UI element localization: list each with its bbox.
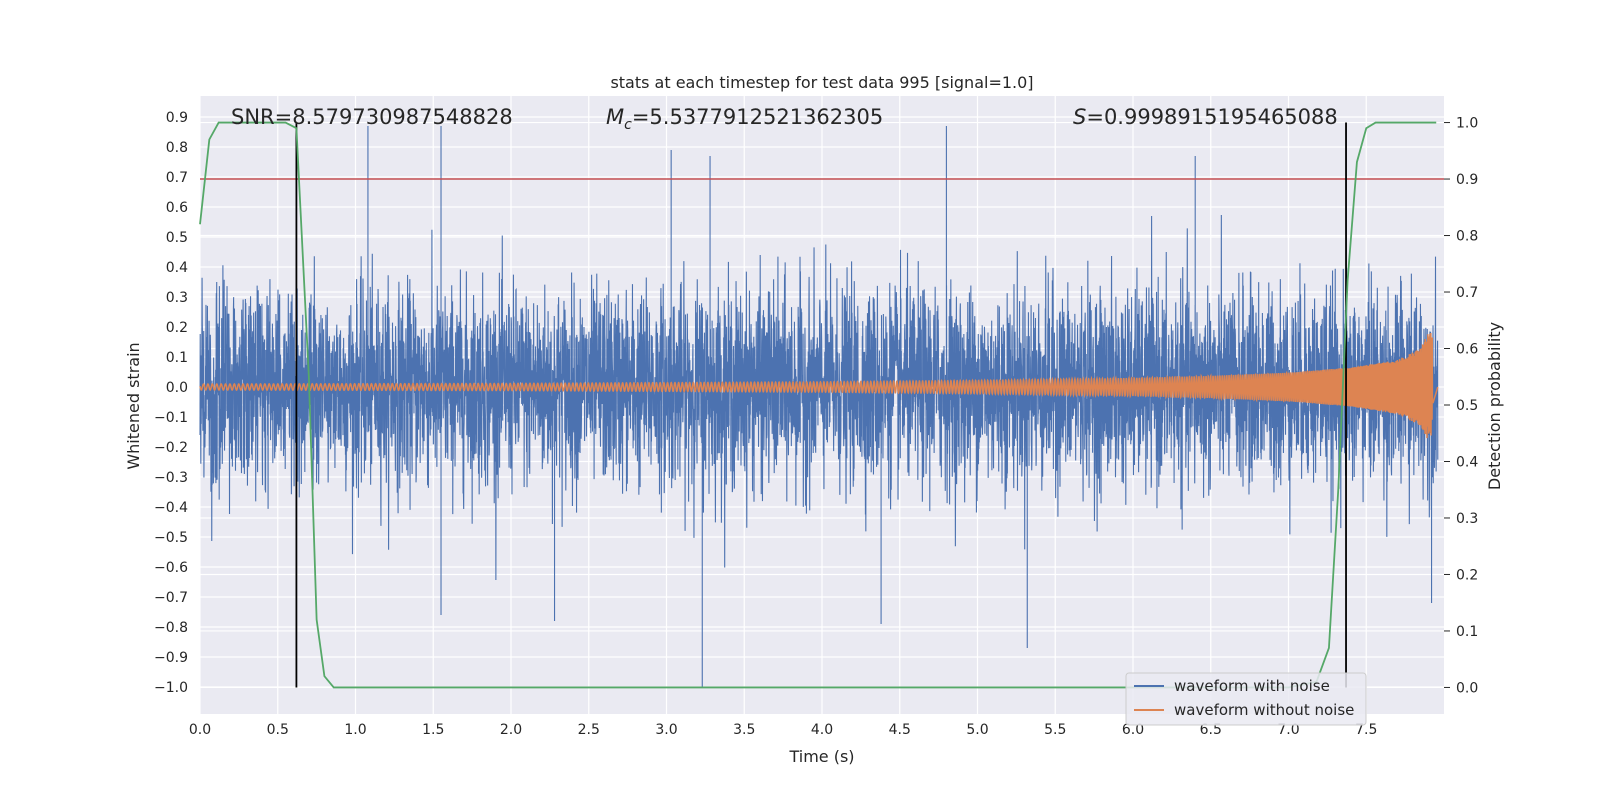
y2-tick-label: 0.7 xyxy=(1456,285,1478,301)
x-tick-label: 6.5 xyxy=(1200,722,1222,738)
annotation-significance-symbol: S xyxy=(1073,105,1086,129)
y-tick-label: 0.2 xyxy=(166,320,188,336)
y-tick-label: 0.6 xyxy=(166,200,188,216)
x-tick-label: 1.0 xyxy=(344,722,366,738)
legend: waveform with noise waveform without noi… xyxy=(1125,672,1367,726)
overlays xyxy=(199,121,1444,689)
y-tick-label: 0.8 xyxy=(166,140,188,156)
y-tick-label: 0.5 xyxy=(166,230,188,246)
y-tick-label: −0.1 xyxy=(154,410,188,426)
x-tick-label: 6.0 xyxy=(1122,722,1144,738)
y-tick-label: −0.6 xyxy=(154,560,188,576)
y2-tick-label: 0.2 xyxy=(1456,567,1478,583)
y-tick-label: −0.8 xyxy=(154,620,188,636)
y-tick-label: −0.2 xyxy=(154,440,188,456)
x-tick-label: 2.0 xyxy=(500,722,522,738)
annotation-chirp-mass-value: =5.5377912521362305 xyxy=(632,105,883,129)
annotation-chirp-mass: Mc=5.5377912521362305 xyxy=(606,105,883,133)
annotation-significance-value: =0.9998915195465088 xyxy=(1086,105,1337,129)
x-tick-label: 4.5 xyxy=(889,722,911,738)
legend-label-waveform-without-noise: waveform without noise xyxy=(1174,701,1354,719)
x-tick-label: 3.0 xyxy=(655,722,677,738)
x-tick-label: 5.0 xyxy=(966,722,988,738)
annotation-chirp-mass-symbol: M xyxy=(606,105,624,129)
x-tick-label: 2.5 xyxy=(578,722,600,738)
y-tick-label: 0.4 xyxy=(166,260,188,276)
waveform-without-noise-line xyxy=(199,332,1439,439)
annotation-chirp-mass-subscript: c xyxy=(624,117,632,133)
y2-axis-label: Detection probability xyxy=(1485,322,1504,490)
y2-tick-label: 0.1 xyxy=(1456,624,1478,640)
x-tick-label: 0.5 xyxy=(267,722,289,738)
y2-ticks: 1.0 0.9 0.8 0.7 0.6 0.5 0.4 0.3 0.2 0.1 0.0 xyxy=(1444,116,1478,696)
y-tick-label: 0.7 xyxy=(166,170,188,186)
x-tick-label: 4.0 xyxy=(811,722,833,738)
y-tick-label: 0.3 xyxy=(166,290,188,306)
legend-box xyxy=(1125,672,1367,726)
y2-tick-label: 0.0 xyxy=(1456,680,1478,696)
chart-title: stats at each timestep for test data 995… xyxy=(610,73,1033,92)
x-ticks: 0.0 0.5 1.0 1.5 2.0 2.5 3.0 3.5 4.0 4.5 5.0 5.5 6.0 6… xyxy=(189,722,1378,738)
y2-tick-label: 0.3 xyxy=(1456,511,1478,527)
x-axis-label: Time (s) xyxy=(788,747,854,766)
detection-probability-line xyxy=(199,121,1437,689)
x-tick-label: 3.5 xyxy=(733,722,755,738)
y2-tick-label: 1.0 xyxy=(1456,116,1478,132)
x-tick-label: 7.5 xyxy=(1355,722,1377,738)
y-axis-label: Whitened strain xyxy=(124,342,143,469)
y-tick-label: −1.0 xyxy=(154,680,188,696)
annotation-significance: S=0.9998915195465088 xyxy=(1073,105,1338,129)
y2-tick-label: 0.9 xyxy=(1456,172,1478,188)
y-tick-label: 0.0 xyxy=(166,380,188,396)
y2-tick-label: 0.4 xyxy=(1456,454,1478,470)
y-tick-label: −0.4 xyxy=(154,500,188,516)
x-tick-label: 7.0 xyxy=(1277,722,1299,738)
legend-label-waveform-with-noise: waveform with noise xyxy=(1174,677,1330,695)
y-tick-label: −0.5 xyxy=(154,530,188,546)
annotation-snr: SNR=8.579730987548828 xyxy=(231,105,513,129)
y-tick-label: −0.7 xyxy=(154,590,188,606)
x-tick-label: 1.5 xyxy=(422,722,444,738)
series-waveform-without-noise xyxy=(199,332,1439,439)
y2-tick-label: 0.8 xyxy=(1456,229,1478,245)
y-tick-label: −0.3 xyxy=(154,470,188,486)
y-tick-label: −0.9 xyxy=(154,650,188,666)
y-tick-label: 0.9 xyxy=(166,110,188,126)
y-tick-label: 0.1 xyxy=(166,350,188,366)
y-ticks: 0.9 0.8 0.7 0.6 0.5 0.4 0.3 0.2 0.1 0.0 −0.1 −0.2 −0… xyxy=(154,110,188,696)
y2-tick-label: 0.5 xyxy=(1456,398,1478,414)
x-tick-label: 5.5 xyxy=(1044,722,1066,738)
y2-tick-label: 0.6 xyxy=(1456,342,1478,358)
x-tick-label: 0.0 xyxy=(189,722,211,738)
